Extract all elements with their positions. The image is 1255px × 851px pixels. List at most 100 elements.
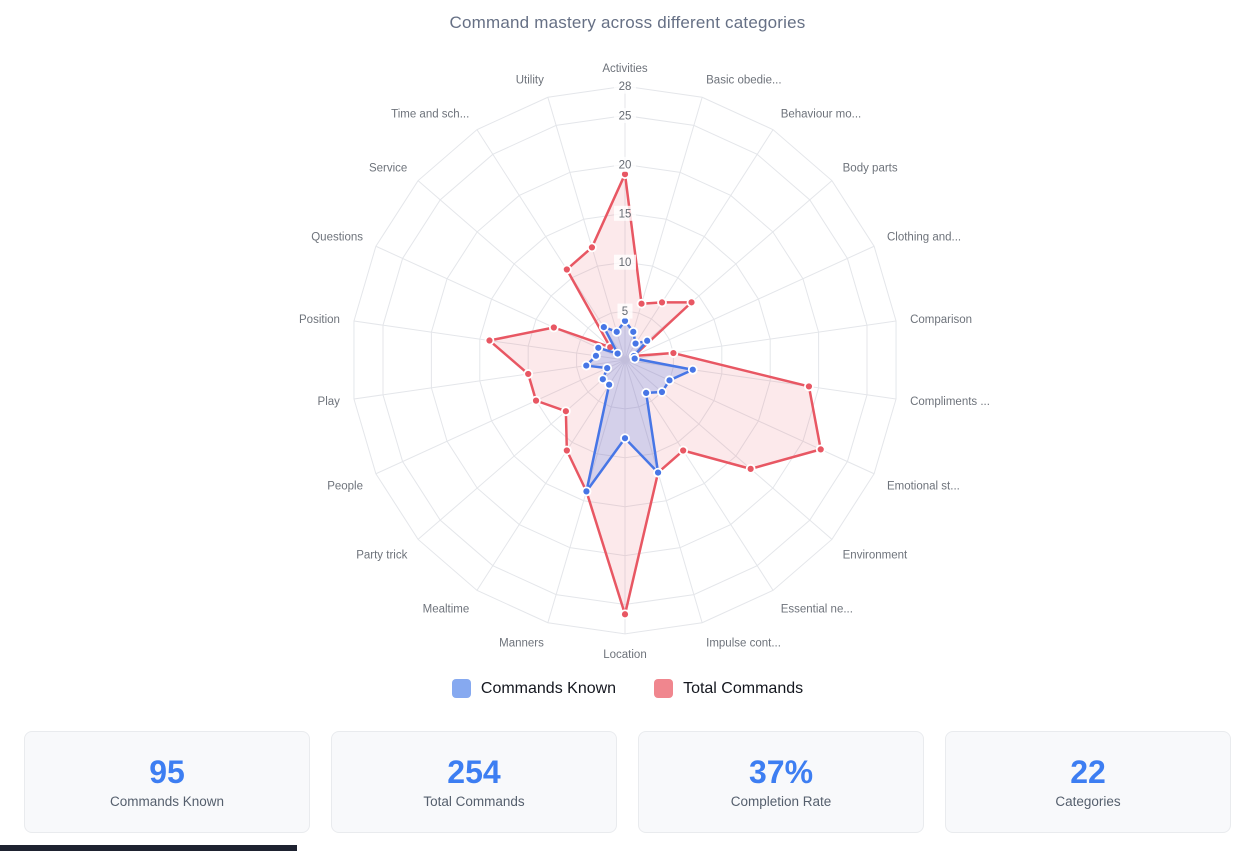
legend-item-commands-known[interactable]: Commands Known — [451, 679, 617, 698]
point-total-commands-position[interactable] — [484, 335, 495, 346]
point-commands-known-mealtime[interactable] — [604, 379, 615, 390]
category-label-mealtime: Mealtime — [423, 603, 470, 615]
stat-label: Completion Rate — [730, 793, 832, 809]
category-label-basic-obedie: Basic obedie... — [706, 75, 781, 87]
stat-card-completion-rate: 37% Completion Rate — [638, 731, 924, 833]
point-total-commands-time-and-sch[interactable] — [561, 264, 572, 275]
series-area-total-commands — [489, 174, 821, 615]
point-total-commands-environment[interactable] — [745, 463, 756, 474]
category-label-behaviour-mo: Behaviour mo... — [781, 109, 862, 121]
point-total-commands-questions[interactable] — [548, 322, 559, 333]
stats-row: 95 Commands Known 254 Total Commands 37%… — [24, 731, 1231, 833]
tick-label-28: 28 — [619, 81, 632, 93]
point-commands-known-impulse-cont[interactable] — [653, 467, 663, 478]
tick-backdrop-28 — [614, 78, 636, 94]
point-commands-known-environment[interactable] — [657, 387, 667, 397]
point-commands-known-manners[interactable] — [581, 486, 592, 497]
tick-backdrop-20 — [614, 156, 636, 172]
radial-tick-labels: 5 10 15 20 25 28 — [614, 78, 636, 319]
axis-spoke-basic-obedie — [624, 97, 703, 361]
tick-backdrop-15 — [614, 205, 636, 221]
category-label-play: Play — [318, 396, 341, 408]
axis-spoke-behaviour-mo — [624, 129, 774, 361]
radar-chart-canvas[interactable]: 5 10 15 20 25 28 Activities Basic obedie... Beha… — [0, 0, 1255, 675]
point-total-commands-people[interactable] — [531, 395, 541, 406]
point-total-commands-emotional-st[interactable] — [815, 444, 826, 455]
point-commands-known-time-and-sch[interactable] — [598, 322, 609, 332]
stat-card-categories: 22 Categories — [945, 731, 1231, 833]
point-total-commands-comparison[interactable] — [668, 348, 679, 358]
total-commands-swatch-icon — [654, 679, 674, 698]
commands-known-swatch-icon — [451, 679, 471, 698]
legend-label: Total Commands — [683, 679, 804, 697]
point-commands-known-location[interactable] — [620, 433, 630, 444]
category-label-service: Service — [369, 162, 407, 174]
point-commands-known-comparison[interactable] — [629, 353, 640, 364]
point-commands-known-people[interactable] — [602, 363, 613, 374]
category-label-clothing-and: Clothing and... — [887, 231, 961, 243]
category-label-body-parts: Body parts — [843, 162, 898, 174]
tick-backdrop-5 — [617, 303, 633, 319]
axis-spoke-impulse-cont — [624, 359, 703, 623]
axis-spoke-service — [417, 180, 626, 361]
category-label-impulse-cont: Impulse cont... — [706, 637, 781, 649]
axis-spoke-body-parts — [624, 180, 833, 361]
axis-spoke-essential-ne — [624, 359, 774, 591]
point-total-commands-body-parts[interactable] — [686, 297, 697, 308]
point-commands-known-questions[interactable] — [593, 342, 604, 353]
point-commands-known-emotional-st[interactable] — [664, 375, 675, 386]
axis-spoke-clothing-and — [624, 245, 875, 361]
point-commands-known-body-parts[interactable] — [642, 335, 653, 346]
point-total-commands-utility[interactable] — [587, 242, 597, 253]
point-commands-known-party-trick[interactable] — [597, 374, 608, 385]
point-commands-known-utility[interactable] — [611, 326, 622, 337]
point-commands-known-behaviour-mo[interactable] — [630, 338, 641, 349]
category-label-location: Location — [603, 649, 646, 661]
category-label-compliments: Compliments ... — [910, 396, 990, 408]
series-total-commands — [484, 169, 826, 620]
category-label-comparison: Comparison — [910, 314, 972, 326]
stat-value: 37% — [748, 753, 814, 790]
legend-label: Commands Known — [480, 679, 617, 697]
stat-card-commands-known: 95 Commands Known — [24, 731, 310, 833]
tick-label-20: 20 — [619, 159, 632, 171]
chart-title: Command mastery across different categor… — [449, 13, 806, 32]
point-total-commands-mealtime[interactable] — [561, 445, 572, 456]
point-total-commands-party-trick[interactable] — [560, 406, 571, 417]
point-total-commands-location[interactable] — [620, 609, 630, 620]
category-label-position: Position — [299, 314, 340, 326]
category-label-questions: Questions — [311, 231, 363, 243]
category-label-manners: Manners — [499, 637, 544, 649]
point-commands-known-service[interactable] — [612, 348, 623, 359]
point-commands-known-essential-ne[interactable] — [641, 388, 652, 398]
axis-spoke-time-and-sch — [476, 129, 626, 361]
stat-label: Total Commands — [423, 793, 525, 809]
stat-label: Commands Known — [109, 793, 225, 809]
stat-value: 95 — [149, 753, 185, 790]
stat-value: 22 — [1070, 753, 1106, 790]
point-total-commands-basic-obedie[interactable] — [636, 298, 647, 309]
point-total-commands-essential-ne[interactable] — [678, 445, 689, 456]
category-label-environment: Environment — [843, 550, 908, 562]
stat-label: Categories — [1055, 793, 1121, 809]
point-commands-known-compliments[interactable] — [687, 364, 698, 375]
tick-label-15: 15 — [619, 208, 632, 220]
chart-legend: Commands Known Total Commands — [0, 679, 1255, 698]
tick-label-25: 25 — [619, 111, 632, 123]
point-total-commands-compliments[interactable] — [804, 381, 814, 392]
stat-value: 254 — [447, 753, 501, 790]
point-commands-known-play[interactable] — [581, 360, 592, 371]
legend-item-total-commands[interactable]: Total Commands — [654, 679, 803, 698]
category-label-time-and-sch: Time and sch... — [391, 109, 469, 121]
point-commands-known-position[interactable] — [591, 350, 601, 361]
axis-spoke-party-trick — [417, 359, 626, 540]
series-area-commands-known — [586, 320, 693, 492]
point-total-commands-play[interactable] — [523, 369, 534, 379]
point-total-commands-behaviour-mo[interactable] — [657, 297, 667, 308]
point-commands-known-basic-obedie[interactable] — [628, 326, 639, 337]
category-label-party-trick: Party trick — [356, 550, 407, 562]
category-label-emotional-st: Emotional st... — [887, 481, 960, 493]
tick-label-10: 10 — [619, 257, 632, 269]
category-label-people: People — [327, 481, 363, 493]
